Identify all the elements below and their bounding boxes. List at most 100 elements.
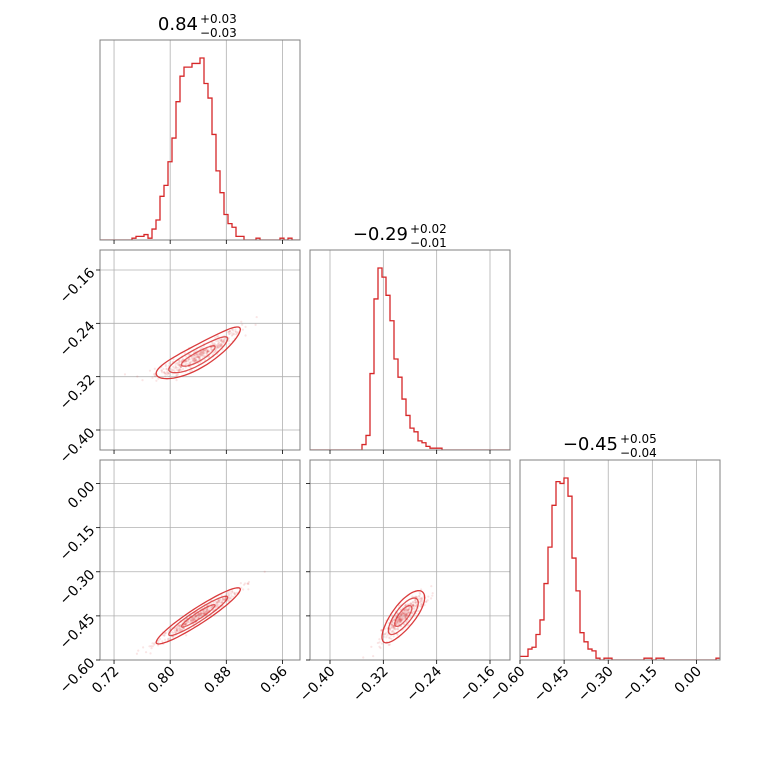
sample-point	[404, 613, 408, 616]
sample-point	[220, 338, 223, 341]
sample-point	[175, 379, 178, 382]
sample-point	[219, 601, 222, 604]
sample-point	[203, 354, 206, 358]
sample-point	[395, 621, 399, 624]
sample-point	[399, 619, 402, 622]
sample-point	[420, 599, 423, 602]
sample-point	[201, 352, 204, 355]
sample-point	[397, 618, 401, 621]
sample-point	[184, 622, 188, 625]
sample-point	[407, 607, 410, 610]
sample-point	[406, 608, 410, 611]
sample-point	[414, 595, 417, 598]
sample-point	[423, 603, 426, 607]
sample-point	[163, 638, 167, 641]
sample-point	[404, 614, 408, 617]
sample-point	[419, 601, 422, 604]
sample-point	[192, 618, 195, 621]
sample-point	[194, 615, 198, 619]
sample-point	[398, 615, 401, 618]
sample-point	[247, 588, 250, 591]
sample-point	[216, 603, 219, 606]
sample-point	[176, 362, 179, 365]
sample-point	[395, 623, 398, 626]
sample-point	[175, 628, 178, 631]
sample-point	[406, 612, 409, 615]
sample-point	[400, 613, 404, 616]
sample-point	[174, 366, 178, 370]
sample-point	[390, 623, 393, 626]
sample-point	[212, 601, 215, 604]
sample-point	[398, 615, 402, 618]
x-tick-label: −0.40	[297, 664, 339, 706]
sample-point	[228, 342, 231, 345]
sample-point	[404, 608, 407, 611]
sample-point	[408, 616, 412, 619]
sample-point	[409, 601, 412, 605]
sample-point	[180, 369, 183, 372]
sample-point	[153, 642, 156, 645]
sample-point	[199, 613, 203, 617]
sample-point	[201, 354, 204, 357]
sample-point	[400, 614, 403, 617]
sample-point	[193, 617, 196, 621]
sample-point	[193, 618, 196, 621]
sample-point	[420, 603, 423, 606]
sample-point	[203, 358, 207, 362]
sample-point	[239, 582, 242, 585]
sample-point	[227, 330, 231, 333]
sample-point	[400, 618, 404, 622]
sample-point	[236, 331, 240, 334]
sample-point	[189, 619, 192, 622]
sample-point	[398, 618, 401, 621]
sample-point	[426, 599, 429, 602]
sample-point	[405, 613, 408, 616]
sample-point	[178, 624, 181, 628]
sample-point	[176, 373, 180, 376]
sample-point	[153, 374, 156, 377]
sample-point	[190, 356, 193, 359]
sample-point	[177, 369, 181, 372]
sample-point	[183, 351, 187, 355]
sample-point	[185, 634, 188, 637]
y-tick-label: −0.32	[57, 372, 99, 414]
sample-point	[198, 357, 201, 361]
sample-point	[204, 610, 207, 614]
sample-point	[199, 353, 203, 356]
sample-point	[190, 619, 193, 622]
sample-point	[178, 364, 181, 367]
sample-point	[157, 639, 160, 642]
sample-point	[399, 615, 402, 618]
sample-point	[151, 645, 154, 648]
scatter-frame	[99, 249, 301, 451]
sample-point	[409, 602, 413, 605]
sample-point	[219, 598, 223, 602]
sample-point	[401, 615, 404, 618]
sample-point	[390, 625, 393, 628]
sample-point	[181, 359, 184, 362]
sample-point	[379, 629, 383, 632]
sample-point	[380, 628, 383, 632]
sample-point	[412, 603, 415, 606]
sample-point	[412, 604, 415, 607]
sample-point	[197, 356, 201, 359]
sample-point	[195, 353, 198, 356]
sample-point	[404, 612, 407, 615]
sample-point	[405, 620, 409, 623]
sample-point	[198, 356, 201, 360]
sample-point	[206, 350, 209, 353]
sample-point	[175, 368, 178, 371]
sample-point	[408, 607, 411, 611]
sample-point	[392, 635, 395, 638]
sample-point	[137, 649, 140, 652]
sample-point	[396, 618, 399, 622]
sample-point	[396, 611, 400, 615]
sample-point	[405, 613, 408, 616]
sample-point	[197, 612, 201, 616]
sample-point	[231, 590, 234, 593]
sample-point	[244, 334, 247, 337]
sample-point	[246, 582, 250, 585]
sample-point	[217, 346, 220, 349]
sample-point	[178, 369, 182, 372]
sample-point	[391, 629, 395, 632]
